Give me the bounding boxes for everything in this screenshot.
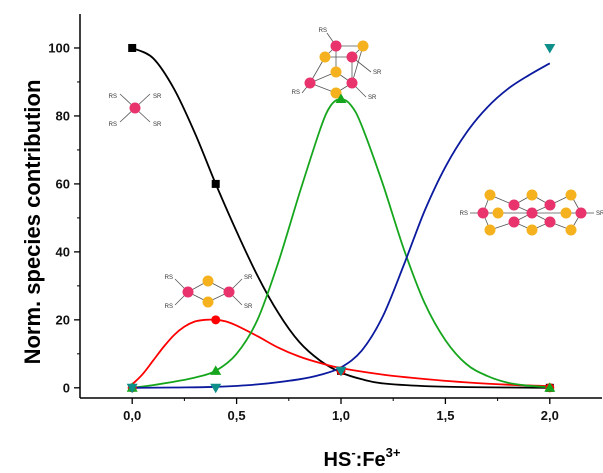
- series-line-2: [131, 318, 550, 387]
- sulfur-atom: [484, 189, 496, 201]
- ligand-label: SR: [596, 211, 603, 217]
- data-point-series-4: [126, 383, 138, 394]
- sulfur-atom: [565, 224, 577, 236]
- series-line-3: [132, 98, 550, 389]
- sulfur-atom: [484, 224, 496, 236]
- x-tick-label: 1,0: [332, 408, 350, 423]
- iron-atom: [575, 207, 587, 219]
- ligand-label: RS: [109, 94, 117, 100]
- iron-atom: [526, 207, 538, 219]
- data-point-series-1: [128, 43, 137, 52]
- x-title-base: HS: [324, 449, 352, 471]
- iron-atom: [508, 216, 520, 228]
- ligand-label: RS: [109, 122, 117, 128]
- x-title-sup-1: -: [351, 445, 355, 460]
- data-point-series-4: [544, 43, 556, 54]
- sulfur-atom: [330, 87, 342, 99]
- ligand-label: RS: [165, 304, 173, 310]
- iron-atom: [508, 199, 520, 211]
- iron-atom: [129, 102, 141, 114]
- iron-atom: [544, 216, 556, 228]
- ligand-label: SR: [368, 95, 377, 101]
- iron-atom: [346, 77, 358, 89]
- y-tick-label: 80: [56, 108, 70, 123]
- series-line-1: [131, 47, 550, 389]
- molecule-mononuclear: RS SR RS SR: [109, 93, 162, 128]
- ligand-label: SR: [153, 94, 162, 100]
- y-tick-label: 40: [56, 244, 70, 259]
- molecule-cubane: RS SR RS SR: [292, 28, 382, 101]
- y-axis-title: Norm. species contribution: [20, 80, 45, 365]
- iron-atom: [544, 199, 556, 211]
- sulfur-atom: [202, 296, 214, 308]
- data-point-series-4: [335, 366, 347, 377]
- sulfur-atom: [330, 66, 342, 78]
- data-point-series-3: [210, 365, 222, 375]
- ligand-label: SR: [373, 70, 382, 76]
- x-tick-label: 2,0: [541, 408, 559, 423]
- sulfur-atom: [357, 40, 369, 52]
- data-point-series-1: [211, 179, 220, 188]
- x-title-sup-2: 3+: [386, 445, 401, 460]
- sulfur-atom: [565, 189, 577, 201]
- sulfur-atom: [526, 189, 538, 201]
- ligand-label: SR: [244, 304, 253, 310]
- molecule-linear-chain: RS SR: [460, 189, 603, 236]
- sulfur-atom: [560, 207, 572, 219]
- data-point-series-4: [210, 383, 222, 394]
- iron-atom: [477, 207, 489, 219]
- axes: 0,0 0,5 1,0 1,5 2,0 0 20 40 60 80 100: [48, 14, 602, 423]
- x-axis-title: HS-:Fe3+: [324, 445, 401, 471]
- data-markers: [126, 43, 556, 394]
- data-point-series-2: [211, 315, 221, 325]
- ligand-label: SR: [244, 275, 253, 281]
- x-tick-label: 1,5: [436, 408, 454, 423]
- iron-atom: [330, 40, 342, 52]
- ligand-label: RS: [319, 28, 327, 34]
- data-point-series-3: [544, 382, 556, 392]
- molecule-dinuclear: RS RS SR SR: [165, 275, 253, 310]
- ligand-label: SR: [153, 122, 162, 128]
- x-title-mid: :Fe: [356, 449, 386, 471]
- iron-atom: [346, 51, 358, 63]
- molecule-sketches: RS SR RS SR RS RS SR SR RS SR RS SR RS SR: [109, 28, 603, 310]
- ligand-label: RS: [292, 90, 300, 96]
- sulfur-atom: [202, 275, 214, 287]
- x-tick-label: 0,5: [228, 408, 246, 423]
- y-tick-label: 60: [56, 176, 70, 191]
- sulfur-atom: [319, 51, 331, 63]
- iron-atom: [182, 286, 194, 298]
- sulfur-atom: [526, 224, 538, 236]
- bond: [351, 45, 364, 84]
- y-tick-label: 20: [56, 312, 70, 327]
- sulfur-atom: [492, 207, 504, 219]
- y-tick-label: 0: [63, 380, 70, 395]
- ligand-label: RS: [165, 275, 173, 281]
- data-point-series-3: [335, 93, 347, 103]
- ligand-label: RS: [460, 211, 468, 217]
- iron-atom: [304, 77, 316, 89]
- y-tick-label: 100: [48, 40, 70, 55]
- series-line-4: [132, 62, 551, 389]
- x-tick-label: 0,0: [123, 408, 141, 423]
- iron-atom: [223, 286, 235, 298]
